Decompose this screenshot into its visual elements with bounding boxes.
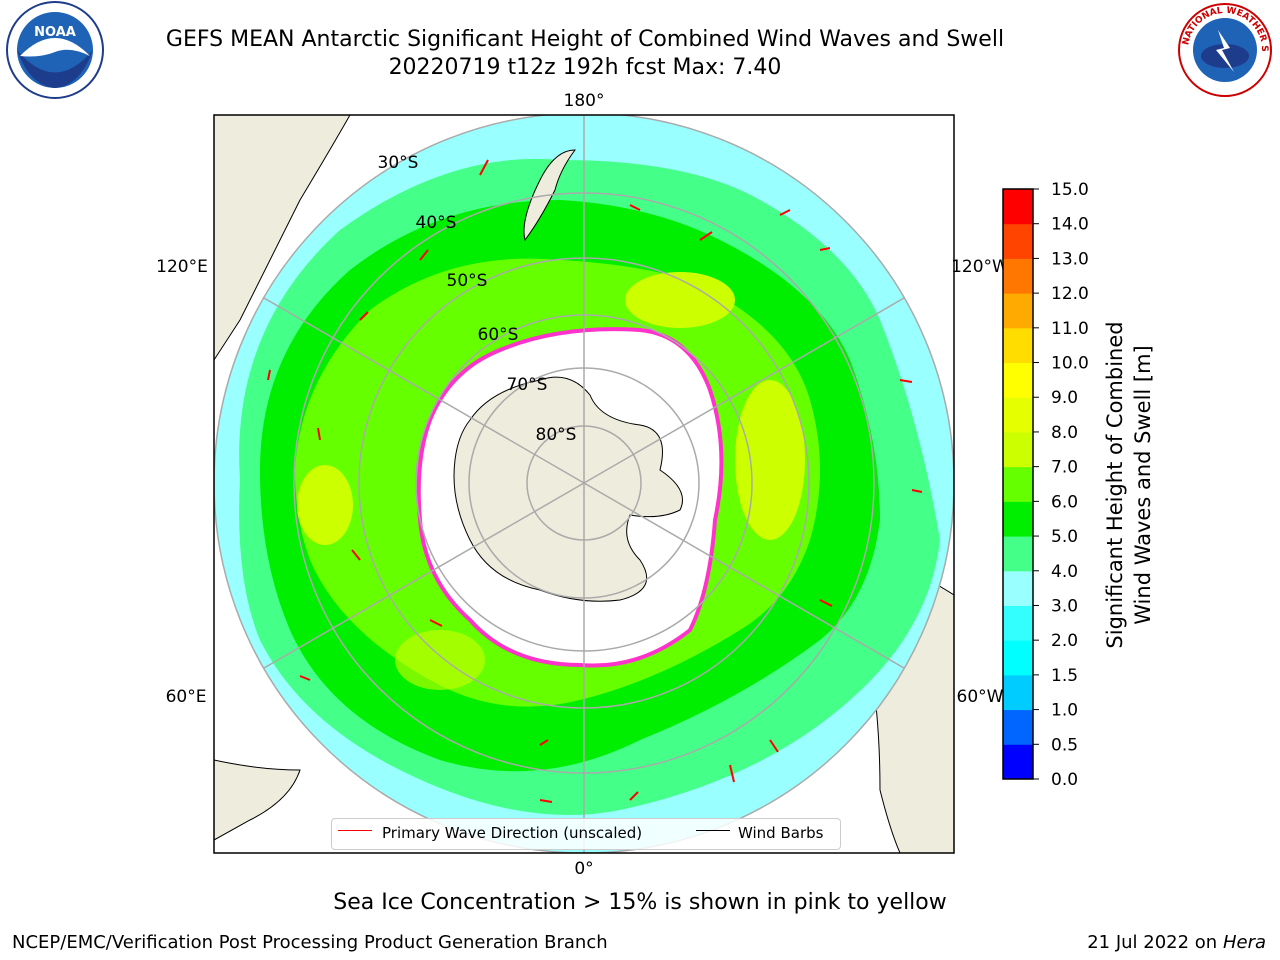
colorbar-tick-label: 2.0 (1051, 631, 1078, 651)
colorbar-tick-label: 3.0 (1051, 596, 1078, 616)
colorbar-tick-label: 0.0 (1051, 770, 1078, 790)
sea-ice-note: Sea Ice Concentration > 15% is shown in … (333, 890, 947, 915)
colorbar-label-line2: Wind Waves and Swell [m] (1131, 345, 1155, 625)
colorbar-segment (1003, 362, 1033, 398)
lon-label-top: 180° (564, 91, 605, 111)
land-africa (214, 759, 301, 841)
colorbar-segment (1003, 431, 1033, 468)
lat-label-60: 60°S (478, 325, 519, 345)
colorbar-tick-label: 6.0 (1051, 492, 1078, 512)
lon-label-left-lower: 60°E (166, 687, 207, 707)
colorbar-segment (1003, 640, 1033, 676)
chart-title: GEFS MEAN Antarctic Significant Height o… (165, 27, 1005, 52)
colorbar-segment (1003, 293, 1033, 329)
lon-label-right-upper: 120°W (951, 257, 1009, 277)
lat-label-30: 30°S (378, 153, 419, 173)
map-legend: Primary Wave Direction (unscaled) Wind B… (331, 818, 841, 850)
colorbar-tick-label: 1.5 (1051, 666, 1078, 686)
colorbar-tick-label: 12.0 (1051, 284, 1089, 304)
colorbar-tick-label: 14.0 (1051, 215, 1089, 235)
lat-label-40: 40°S (416, 213, 457, 233)
colorbar-segment (1003, 744, 1033, 780)
lon-label-bottom: 0° (574, 859, 593, 879)
nws-logo: NATIONAL WEATHER SERVICE (1170, 0, 1272, 97)
wave-direction-legend-label: Primary Wave Direction (unscaled) (382, 824, 643, 842)
lon-label-left-upper: 120°E (156, 257, 208, 277)
colorbar-segment (1003, 327, 1033, 364)
date-text: 21 Jul 2022 on (1087, 932, 1218, 953)
lat-label-70: 70°S (507, 375, 548, 395)
colorbar-segment (1003, 570, 1033, 606)
colorbar-tick-label: 7.0 (1051, 458, 1078, 478)
colorbar-segment (1003, 674, 1033, 711)
noaa-logo: NOAA (6, 1, 104, 99)
wind-barbs-legend-label: Wind Barbs (738, 824, 824, 842)
colorbar-segment (1003, 397, 1033, 433)
colorbar-segment (1003, 466, 1033, 502)
colorbar-tick-label: 0.5 (1051, 735, 1078, 755)
host-name: Hera (1222, 932, 1266, 953)
svg-text:NOAA: NOAA (34, 25, 76, 40)
colorbar-tick-label: 13.0 (1051, 249, 1089, 269)
branch-credit: NCEP/EMC/Verification Post Processing Pr… (12, 932, 608, 953)
chart-subtitle: 20220719 t12z 192h fcst Max: 7.40 (388, 55, 782, 80)
colorbar-segment (1003, 258, 1033, 294)
colorbar-tick-label: 9.0 (1051, 388, 1078, 408)
colorbar-segment (1003, 536, 1033, 572)
lat-label-50: 50°S (447, 271, 488, 291)
colorbar-label-line1: Significant Height of Combined (1103, 321, 1127, 648)
land-australia (214, 115, 351, 361)
lat-label-80: 80°S (536, 425, 577, 445)
colorbar-tick-label: 5.0 (1051, 527, 1078, 547)
colorbar-tick-label: 1.0 (1051, 701, 1078, 721)
graticule (214, 115, 954, 853)
wave-direction-arrows (267, 159, 923, 803)
colorbar-segment (1003, 709, 1033, 745)
lon-label-right-lower: 60°W (957, 687, 1004, 707)
colorbar-segment (1003, 223, 1033, 259)
colorbar-segment (1003, 189, 1033, 225)
colorbar-tick-label: 15.0 (1051, 180, 1089, 200)
colorbar-tick-label: 10.0 (1051, 354, 1089, 374)
colorbar-segment (1003, 501, 1033, 537)
map-frame (213, 114, 955, 854)
wind-barbs-legend-line (696, 830, 730, 831)
wave-direction-legend-line (338, 830, 372, 831)
colorbar-tick-label: 4.0 (1051, 562, 1078, 582)
colorbar-tick-label: 11.0 (1051, 319, 1089, 339)
colorbar-tick-label: 8.0 (1051, 423, 1078, 443)
colorbar-segment (1003, 605, 1033, 641)
generation-date: 21 Jul 2022 on Hera (1087, 932, 1266, 953)
